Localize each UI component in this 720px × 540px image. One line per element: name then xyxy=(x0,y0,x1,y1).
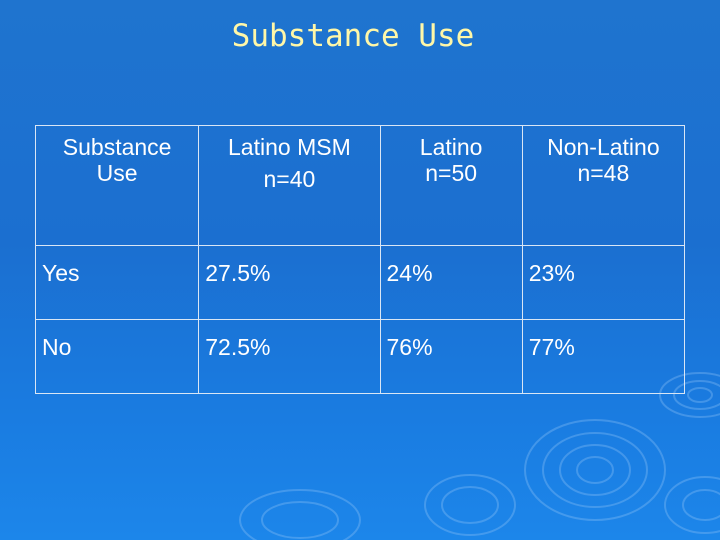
table-cell: 23% xyxy=(521,245,686,320)
table-cell: 24% xyxy=(379,245,523,320)
table-row: Yes 27.5% 24% 23% xyxy=(34,245,686,320)
header-label: Latino xyxy=(419,134,483,160)
header-label: Substance xyxy=(62,134,172,160)
header-latino-msm: Latino MSM n=40 xyxy=(198,125,381,246)
header-n: n=40 xyxy=(263,166,316,192)
header-substance-use: Substance Use xyxy=(34,125,200,246)
table-cell: 72.5% xyxy=(198,319,381,394)
row-label: Yes xyxy=(34,245,200,320)
table-header-row: Substance Use Latino MSM n=40 Latino n=5… xyxy=(34,125,686,246)
header-label: Use xyxy=(96,160,138,186)
header-n: n=48 xyxy=(577,160,630,186)
table-cell: 76% xyxy=(379,319,523,394)
header-label: Latino MSM xyxy=(228,134,351,160)
table-cell: 77% xyxy=(521,319,686,394)
substance-use-table: Substance Use Latino MSM n=40 Latino n=5… xyxy=(34,125,686,394)
header-latino: Latino n=50 xyxy=(379,125,523,246)
header-label: Non-Latino xyxy=(547,134,660,160)
header-n: n=50 xyxy=(425,160,478,186)
slide-title: Substance Use xyxy=(231,18,475,54)
table-row: No 72.5% 76% 77% xyxy=(34,319,686,394)
header-non-latino: Non-Latino n=48 xyxy=(521,125,686,246)
row-label: No xyxy=(34,319,200,394)
table-cell: 27.5% xyxy=(198,245,381,320)
